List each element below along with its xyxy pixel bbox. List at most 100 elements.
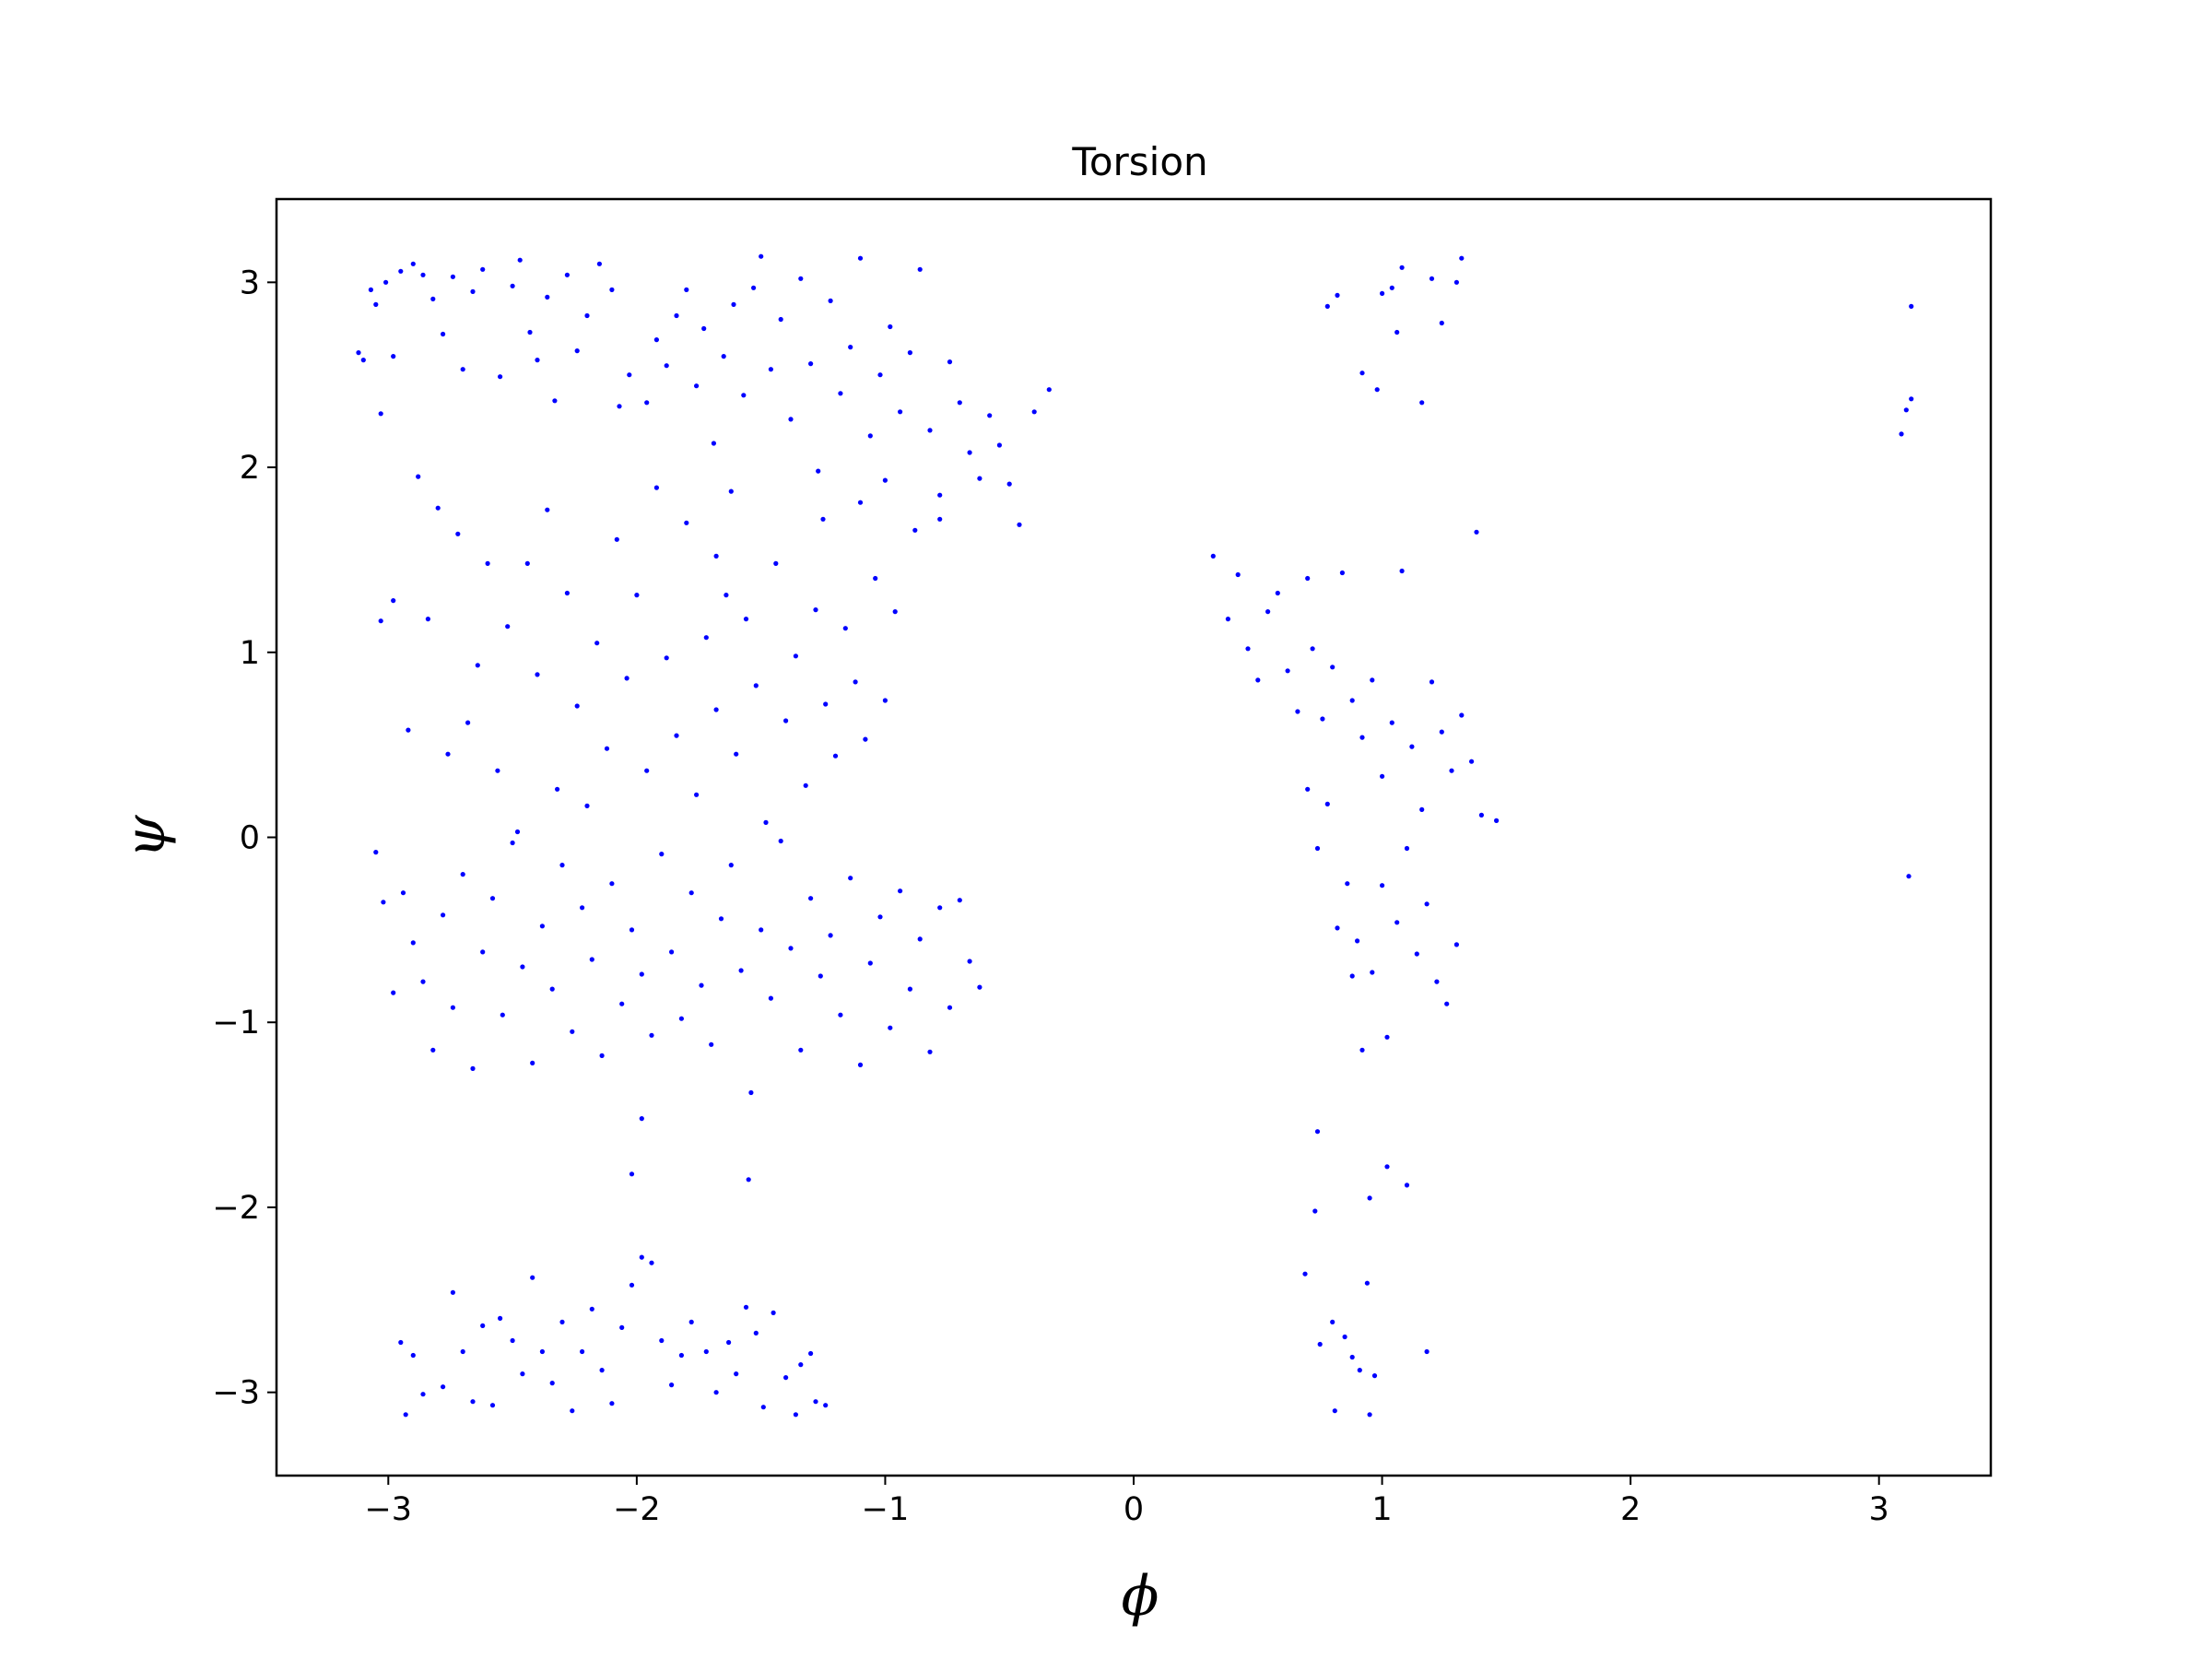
data-point [527, 329, 533, 335]
data-point [726, 1339, 732, 1346]
data-point [987, 413, 993, 418]
data-point [574, 703, 580, 709]
data-point [788, 417, 794, 422]
data-point [1345, 881, 1350, 887]
data-point [564, 272, 571, 277]
chart-title: Torsion [1071, 139, 1207, 184]
data-point [1359, 1047, 1365, 1053]
data-point [398, 1339, 404, 1346]
data-point [510, 1337, 515, 1344]
data-point [907, 350, 913, 356]
data-point [1459, 712, 1465, 718]
data-point [659, 1337, 665, 1344]
data-point [1339, 570, 1345, 576]
data-point [460, 367, 465, 372]
data-point [1335, 292, 1340, 298]
data-point [470, 1399, 476, 1405]
data-point [892, 609, 898, 615]
data-point [629, 1171, 635, 1177]
data-point [838, 391, 843, 396]
data-point [1439, 320, 1444, 326]
data-point [1903, 407, 1909, 413]
data-point [1394, 920, 1400, 925]
data-point [1394, 329, 1400, 335]
data-point [1371, 1373, 1378, 1379]
data-point [1255, 677, 1261, 683]
data-point [559, 1319, 565, 1324]
data-point [381, 900, 386, 905]
data-point [728, 863, 734, 868]
data-point [842, 626, 848, 631]
data-point [927, 1049, 933, 1054]
data-point [848, 876, 853, 881]
data-point [813, 607, 818, 613]
data-point [867, 433, 873, 439]
data-point [356, 350, 361, 356]
data-point [1909, 303, 1914, 309]
data-point [549, 1381, 555, 1386]
data-point [684, 520, 689, 525]
data-point [1380, 773, 1385, 779]
data-point [768, 367, 774, 372]
data-point [1310, 646, 1315, 652]
data-point [1330, 665, 1335, 670]
data-point [688, 890, 694, 896]
data-point [430, 296, 436, 301]
data-point [1324, 303, 1330, 309]
data-point [1474, 529, 1479, 535]
data-point [580, 905, 585, 911]
data-point [718, 916, 724, 922]
data-point [1364, 1280, 1370, 1286]
data-point [760, 1405, 766, 1410]
data-point [1031, 409, 1037, 415]
data-point [1370, 677, 1375, 683]
data-point [530, 1275, 535, 1280]
data-point [877, 914, 883, 920]
data-point [649, 1260, 654, 1265]
data-point [808, 1350, 814, 1357]
data-point [644, 400, 650, 406]
data-point [373, 301, 379, 307]
data-point [728, 488, 734, 494]
data-point [470, 288, 476, 294]
scatter-points [356, 253, 1914, 1418]
data-point [1305, 786, 1311, 792]
data-point [1265, 609, 1271, 615]
data-point [378, 411, 383, 417]
data-point [1380, 883, 1385, 888]
data-point [778, 838, 783, 844]
data-point [614, 536, 619, 542]
data-point [1349, 698, 1355, 703]
data-point [947, 1005, 953, 1010]
data-point [599, 1053, 605, 1058]
data-point [1314, 1129, 1321, 1135]
data-point [703, 635, 709, 641]
data-point [589, 957, 594, 962]
data-point [832, 753, 839, 759]
data-point [803, 782, 808, 788]
data-point [649, 1032, 654, 1038]
data-point [828, 298, 833, 303]
data-point [470, 1065, 476, 1071]
data-point [1909, 396, 1914, 402]
data-point [1370, 970, 1375, 975]
data-point [748, 1089, 754, 1096]
data-point [609, 881, 615, 887]
data-point [1384, 1034, 1390, 1040]
data-point [1017, 522, 1022, 527]
data-point [674, 312, 679, 319]
data-point [634, 593, 640, 598]
data-point [520, 964, 525, 970]
data-point [898, 888, 903, 894]
data-point [1210, 553, 1216, 559]
data-point [1357, 1368, 1362, 1373]
data-point [1302, 1271, 1308, 1277]
data-point [639, 971, 644, 977]
data-point [552, 398, 558, 404]
data-point [1404, 845, 1410, 852]
y-tick-label: 2 [240, 450, 260, 487]
data-point [609, 1401, 615, 1406]
data-point [441, 912, 446, 918]
data-point [530, 1060, 535, 1065]
data-point [498, 1315, 503, 1321]
